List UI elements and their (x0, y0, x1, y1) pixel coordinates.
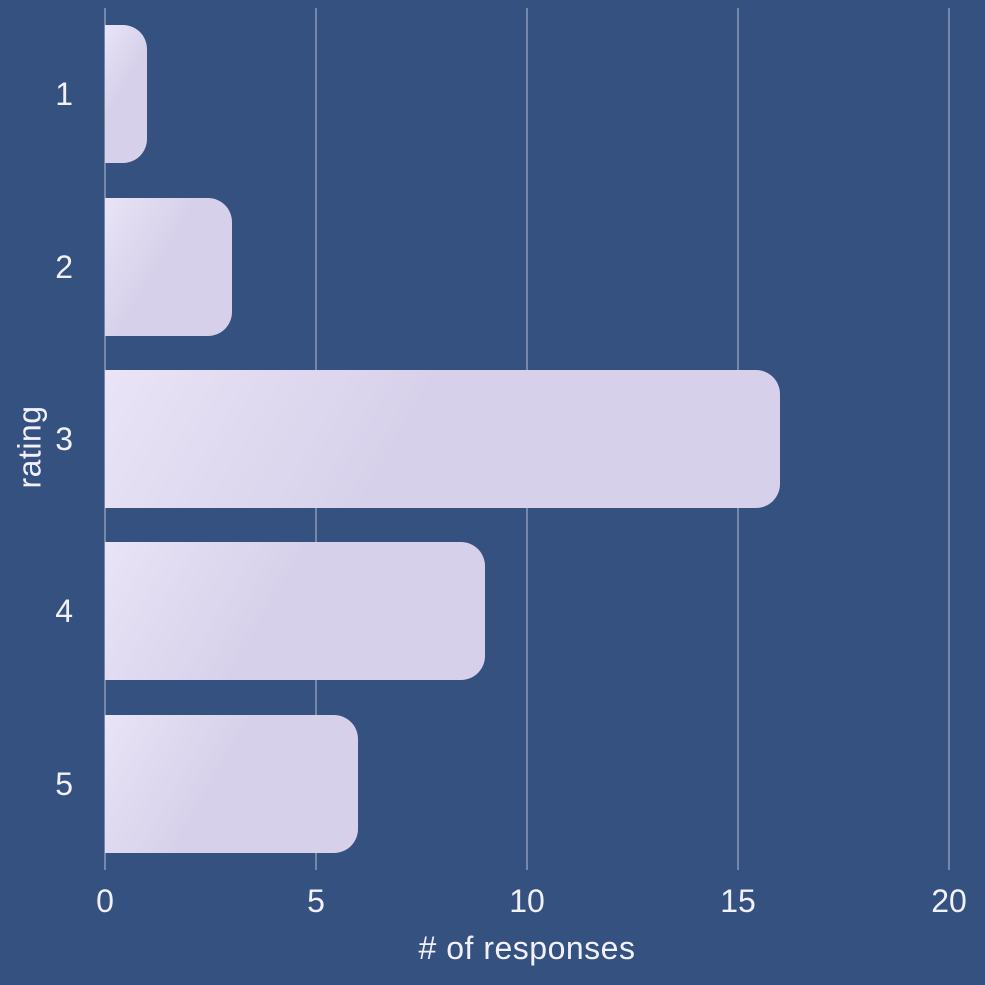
y-tick-label-5: 5 (55, 765, 73, 802)
x-tick-label-0: 0 (96, 883, 114, 919)
x-axis-title: # of responses (418, 930, 636, 966)
gridline-x-20 (948, 8, 950, 870)
x-tick-label-10: 10 (509, 883, 545, 919)
y-tick-label-4: 4 (55, 593, 73, 630)
y-tick-label-2: 2 (55, 248, 73, 285)
x-tick-label-20: 20 (931, 883, 967, 919)
x-tick-label-15: 15 (720, 883, 756, 919)
bar-rating-4 (105, 542, 485, 681)
plot-area (104, 8, 950, 870)
y-tick-label-1: 1 (55, 76, 73, 113)
bar-rating-1 (105, 25, 148, 164)
x-axis-tick-labels: 0 5 10 15 20 (96, 882, 967, 926)
y-tick-label-3: 3 (55, 421, 73, 457)
bar-rating-3 (105, 370, 781, 508)
y-axis-tick-labels: 1 2 3 4 5 (0, 8, 95, 870)
bar-rating-2 (105, 197, 232, 336)
bar-rating-5 (105, 714, 359, 853)
x-tick-label-5: 5 (307, 883, 325, 919)
